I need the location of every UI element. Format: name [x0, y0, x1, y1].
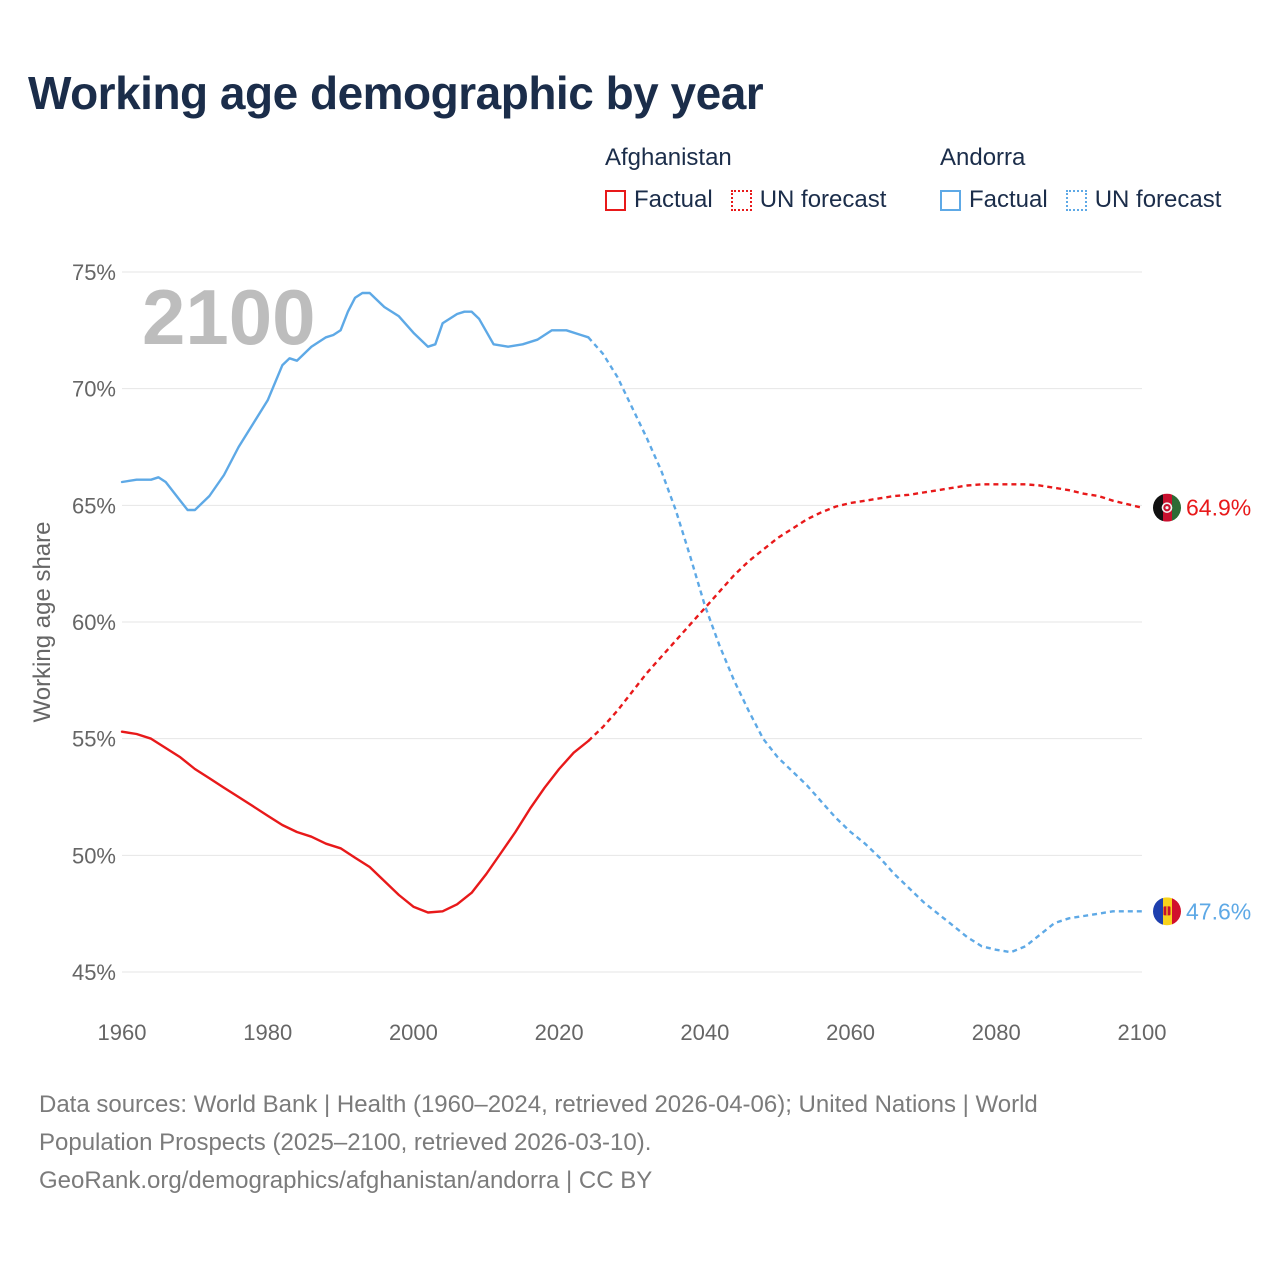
y-axis-title: Working age share — [29, 522, 56, 723]
x-axis-ticks: 1960 1980 2000 2020 2040 2060 2080 2100 — [98, 1020, 1167, 1045]
y-tick-label: 70% — [72, 377, 116, 402]
legend-label-factual[interactable]: Factual — [634, 186, 713, 213]
gridlines — [122, 271, 1142, 973]
legend-swatch-factual[interactable] — [940, 189, 961, 211]
x-tick-label: 2040 — [680, 1020, 729, 1045]
series-line-afghanistan-forecast[interactable] — [587, 483, 1143, 742]
source-line-1: Data sources: World Bank | Health (1960–… — [39, 1091, 1038, 1118]
legend-swatch-factual[interactable] — [605, 189, 626, 211]
series-lines — [120, 291, 1143, 954]
series-line-andorra-factual[interactable] — [120, 291, 590, 512]
source-line-2: Population Prospects (2025–2100, retriev… — [39, 1129, 652, 1156]
series-line-andorra-forecast[interactable] — [587, 336, 1142, 954]
legend-swatch-forecast[interactable] — [730, 189, 752, 211]
legend-label-factual[interactable]: Factual — [969, 186, 1048, 213]
y-tick-label: 60% — [72, 610, 116, 635]
legend-group-name: Andorra — [940, 144, 1026, 171]
x-tick-label: 2000 — [389, 1020, 438, 1045]
legend-group-andorra: Andorra Factual UN forecast — [940, 144, 1221, 214]
x-tick-label: 2060 — [826, 1020, 875, 1045]
chart-title: Working age demographic by year — [28, 67, 764, 119]
x-tick-label: 2080 — [972, 1020, 1021, 1045]
legend-label-forecast[interactable]: UN forecast — [1094, 186, 1222, 213]
end-value-label-andorra: 47.6% — [1186, 898, 1251, 924]
y-tick-label: 65% — [72, 493, 116, 518]
end-markers: 64.9% 47.6% — [1153, 493, 1251, 926]
x-tick-label: 2100 — [1118, 1020, 1167, 1045]
y-tick-label: 50% — [72, 843, 116, 868]
legend-group-name: Afghanistan — [605, 144, 732, 171]
legend-label-forecast[interactable]: UN forecast — [759, 186, 887, 213]
y-tick-label: 75% — [72, 260, 116, 285]
y-tick-label: 45% — [72, 960, 116, 985]
legend-swatch-forecast[interactable] — [1065, 189, 1087, 211]
y-axis-ticks: 45% 50% 55% 60% 65% 70% 75% — [72, 260, 116, 985]
flag-afghanistan-icon — [1153, 493, 1181, 522]
year-watermark: 2100 — [142, 273, 316, 361]
series-line-afghanistan-factual[interactable] — [120, 730, 590, 914]
x-tick-label: 1960 — [98, 1020, 147, 1045]
flag-andorra-icon — [1153, 897, 1181, 926]
x-tick-label: 2020 — [535, 1020, 584, 1045]
y-tick-label: 55% — [72, 727, 116, 752]
legend-group-afghanistan: Afghanistan Factual UN forecast — [605, 144, 886, 214]
source-note: Data sources: World Bank | Health (1960–… — [39, 1086, 1159, 1200]
x-tick-label: 1980 — [243, 1020, 292, 1045]
source-line-3[interactable]: GeoRank.org/demographics/afghanistan/and… — [39, 1167, 653, 1194]
end-value-label-afghanistan: 64.9% — [1186, 495, 1251, 521]
